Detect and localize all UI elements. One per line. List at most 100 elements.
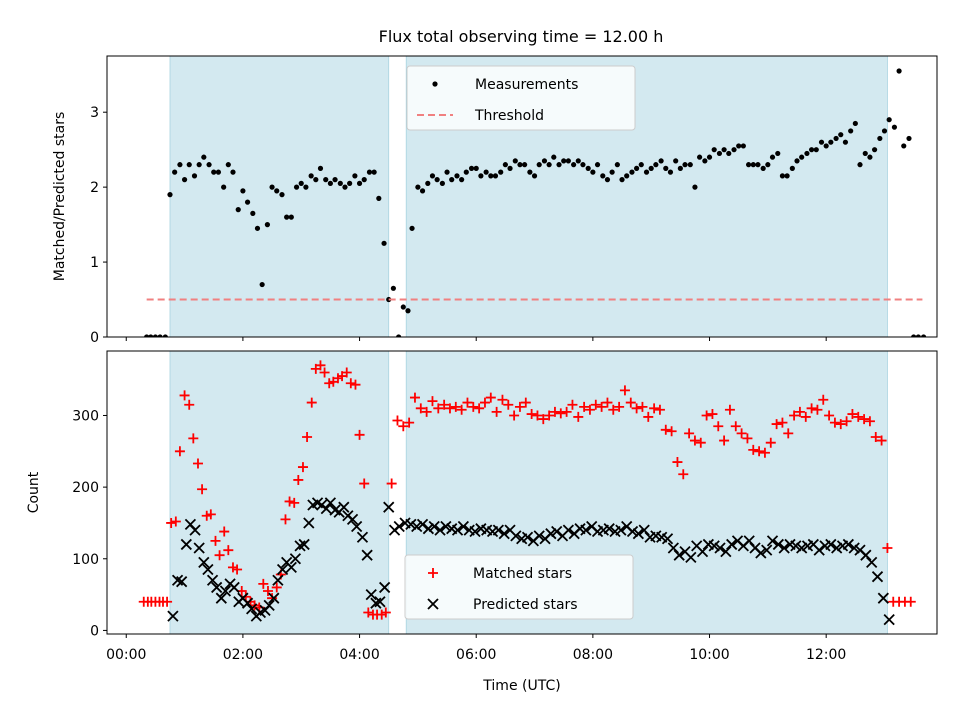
measurements-point (157, 334, 163, 337)
measurements-point (274, 188, 280, 194)
measurements-point (653, 162, 659, 168)
x-tick-label: 10:00 (689, 647, 729, 663)
measurements-point (492, 173, 499, 179)
measurements-point (144, 334, 150, 337)
measurements-point (911, 334, 917, 337)
predicted-stars-point (667, 542, 679, 554)
measurements-point (750, 162, 756, 168)
predicted-stars-point (562, 524, 575, 536)
y-tick-label: 0 (90, 623, 99, 639)
y-tick-label: 200 (72, 480, 99, 496)
measurements-point (726, 150, 732, 157)
y-axis-label: Count (26, 471, 42, 513)
measurements-point (619, 177, 625, 183)
plot-area (144, 56, 927, 337)
matched-stars-point (660, 424, 671, 435)
measurements-point (711, 147, 717, 153)
predicted-stars-point (268, 592, 280, 604)
measurements-point (604, 177, 611, 183)
matched-stars-point (853, 411, 864, 422)
x-tick-label: 06:00 (456, 647, 496, 663)
measurements-point (571, 162, 577, 168)
predicted-stars-point (416, 518, 429, 531)
measurements-point (600, 173, 606, 179)
predicted-stars-point (411, 520, 423, 533)
matched-stars-point (188, 433, 199, 444)
predicted-stars-point (167, 610, 179, 622)
measurements-point (463, 169, 469, 175)
matched-stars-point (689, 435, 700, 446)
predicted-stars-point (434, 524, 446, 536)
predicted-stars-point (860, 549, 872, 561)
measurements-point (517, 162, 523, 168)
matched-stars-point (643, 411, 654, 422)
measurements-point (419, 188, 426, 194)
predicted-stars-point (603, 523, 615, 535)
matched-stars-point (214, 550, 225, 561)
matched-stars-point (905, 596, 916, 607)
predicted-stars-point (510, 530, 522, 542)
measurements-point (483, 169, 489, 175)
measurements-point (371, 169, 377, 175)
predicted-stars-point (219, 585, 232, 597)
y-tick-label: 1 (90, 255, 99, 271)
matched-stars-point (174, 446, 185, 457)
measurements-point (746, 162, 752, 168)
predicted-stars-point (825, 538, 837, 551)
predicted-stars-point (626, 525, 639, 538)
matched-stars-point (748, 444, 759, 455)
bottom-panel: 0 100 200 300 00:00 02:00 04:00 06:00 08:00 10:00… (26, 350, 938, 694)
measurements-point (352, 173, 358, 179)
measurements-point (259, 281, 265, 288)
predicted-stars-point (492, 524, 505, 536)
measurements-point (731, 147, 737, 153)
predicted-stars-point (215, 592, 227, 604)
measurements-point (288, 214, 294, 220)
measurements-point (527, 169, 533, 175)
matched-stars-point (666, 426, 677, 437)
predicted-stars-point (720, 545, 732, 558)
measurements-point (862, 150, 868, 157)
x-tick-label: 02:00 (223, 647, 263, 663)
predicted-stars-point (263, 599, 275, 611)
predicted-stars-point (685, 551, 697, 563)
predicted-stars-point (193, 542, 205, 554)
matched-stars-point (818, 394, 829, 405)
plot-frame (106, 55, 938, 338)
predicted-stars-point (761, 544, 773, 556)
matched-stars-point (363, 607, 374, 618)
predicted-stars-point (866, 556, 878, 568)
matched-stars-point (824, 410, 835, 421)
measurements-point (536, 162, 542, 168)
measurements-point (317, 165, 324, 171)
matched-stars-point (485, 392, 496, 403)
measurements-point (303, 184, 309, 190)
y-axis-label: Matched/Predicted stars (52, 112, 68, 282)
matched-stars-point (614, 401, 625, 412)
predicted-stars-point (755, 547, 767, 559)
matched-stars-point (462, 397, 473, 408)
matched-stars-point (724, 404, 735, 415)
measurements-point (833, 135, 839, 142)
measurements-point (585, 165, 591, 171)
predicted-stars-point (338, 501, 350, 513)
measurements-point (906, 135, 912, 142)
predicted-stars-point (498, 528, 510, 540)
matched-stars-point (380, 607, 391, 618)
measurements-point (673, 158, 679, 164)
matched-stars-point (474, 403, 485, 414)
measurements-point (886, 117, 892, 123)
measurements-point (498, 169, 504, 175)
predicted-stars-point (696, 545, 709, 558)
predicted-stars-point (632, 528, 644, 540)
chart-title: Flux total observing time = 12.00 h (379, 27, 664, 46)
predicted-stars-point (714, 542, 726, 554)
matched-stars-point (573, 411, 584, 422)
measurements-point (269, 184, 275, 190)
matched-stars-point (544, 410, 555, 421)
matched-stars-point (497, 394, 508, 405)
matched-stars-point (695, 437, 706, 448)
matched-stars-point (765, 437, 776, 448)
matched-stars-point (179, 390, 190, 401)
matched-stars-point (806, 403, 817, 414)
